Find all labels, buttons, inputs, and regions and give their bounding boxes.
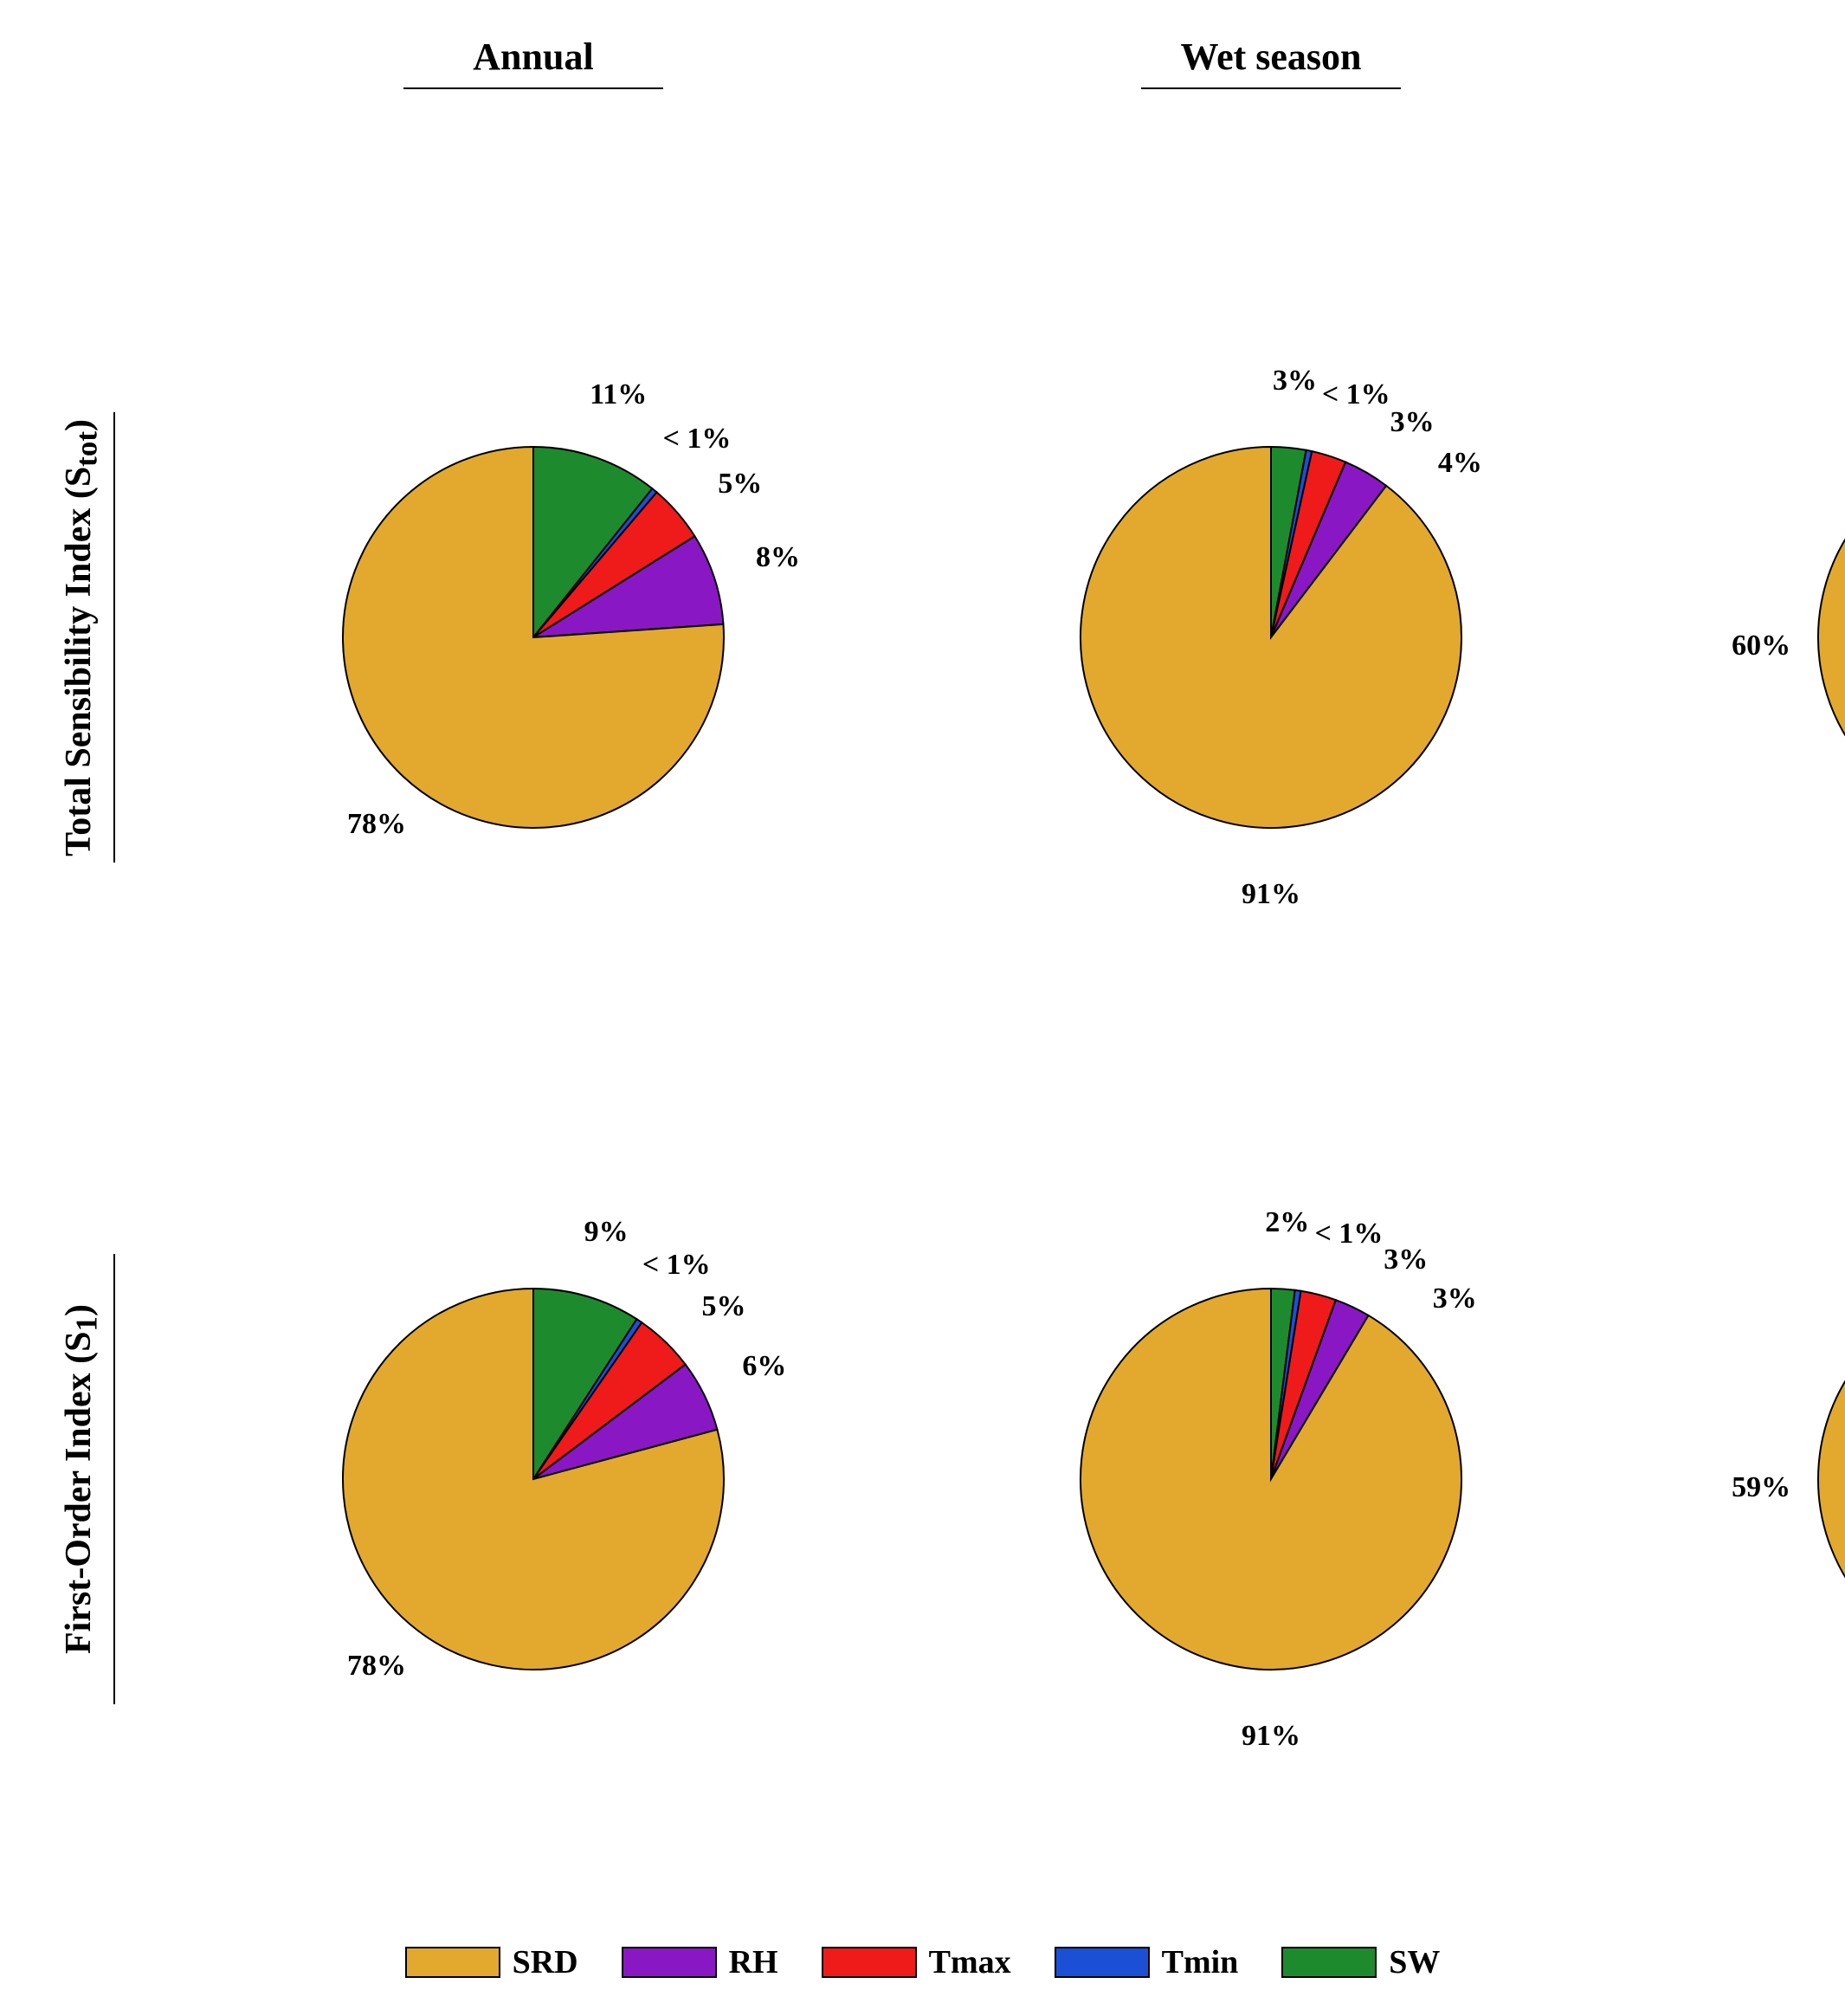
slice-label-tmax: 3% xyxy=(1384,1244,1428,1276)
slice-label-rh: 3% xyxy=(1433,1283,1477,1315)
pie-chart: 22%< 1%8%13%60% xyxy=(1666,294,1845,980)
legend-item-rh: RH xyxy=(622,1943,778,1981)
slice-label-srd: 59% xyxy=(1732,1471,1790,1504)
cell-stot-dry: 22%< 1%8%13%60% xyxy=(1666,294,1845,980)
col-header-rule xyxy=(1141,87,1401,89)
legend-swatch xyxy=(1055,1947,1150,1978)
legend-item-tmin: Tmin xyxy=(1055,1943,1239,1981)
legend-item-tmax: Tmax xyxy=(822,1943,1011,1981)
col-header-dry: Dry season xyxy=(1666,35,1845,139)
slice-label-sw: 9% xyxy=(584,1216,629,1249)
pie-chart: 3%< 1%3%4%91% xyxy=(928,294,1614,980)
slice-label-tmin: < 1% xyxy=(1314,1218,1383,1250)
slice-label-srd: 78% xyxy=(347,808,406,841)
legend-swatch xyxy=(1281,1947,1377,1978)
col-header-text: Wet season xyxy=(1181,35,1362,79)
legend-label: Tmax xyxy=(929,1943,1011,1981)
slice-label-srd: 78% xyxy=(347,1650,406,1683)
legend-label: RH xyxy=(729,1943,778,1981)
legend-label: Tmin xyxy=(1162,1943,1239,1981)
col-header-text: Annual xyxy=(473,35,593,79)
slice-label-srd: 91% xyxy=(1242,1720,1300,1753)
row-header-rule xyxy=(113,1254,115,1704)
slice-label-tmax: 5% xyxy=(718,468,762,501)
slice-label-sw: 3% xyxy=(1273,365,1317,397)
slice-label-tmax: 3% xyxy=(1390,406,1435,439)
legend-label: SW xyxy=(1389,1943,1440,1981)
slice-label-tmin: < 1% xyxy=(642,1249,711,1282)
pie-chart: 9% < 1% 5% 6% 78% xyxy=(190,1136,876,1822)
slice-label-sw: 2% xyxy=(1265,1206,1309,1239)
cell-s1-wet: 2%< 1%3%3%91% xyxy=(928,1136,1614,1822)
col-header-annual: Annual xyxy=(190,35,876,139)
row-header-rule xyxy=(113,412,115,863)
col-header-wet: Wet season xyxy=(928,35,1614,139)
pie-slice-srd xyxy=(1081,1289,1461,1670)
pie-slice-srd xyxy=(1818,1289,1845,1670)
cell-s1-dry: 19%< 1%7%10%59% xyxy=(1666,1136,1845,1822)
cell-stot-annual: 11% < 1% 5% 8% 78% xyxy=(190,294,876,980)
pie-slice-srd xyxy=(1818,447,1845,828)
slice-label-srd: 60% xyxy=(1732,630,1790,662)
legend: SRD RH Tmax Tmin SW xyxy=(35,1943,1810,1981)
slice-label-rh: 8% xyxy=(756,541,800,574)
row-header-text: First-Order Index (S1) xyxy=(58,1304,104,1654)
pie-chart: 19%< 1%7%10%59% xyxy=(1666,1136,1845,1822)
sensitivity-pie-grid: AnnualWet seasonDry seasonTotal Sensibil… xyxy=(35,35,1810,1981)
pie-chart: 11% < 1% 5% 8% 78% xyxy=(190,294,876,980)
slice-label-tmin: < 1% xyxy=(1322,378,1390,411)
pie-chart: 2%< 1%3%3%91% xyxy=(928,1136,1614,1822)
cell-s1-annual: 9% < 1% 5% 6% 78% xyxy=(190,1136,876,1822)
col-header-rule xyxy=(403,87,663,89)
legend-swatch xyxy=(405,1947,500,1978)
slice-label-tmin: < 1% xyxy=(663,423,732,456)
legend-item-srd: SRD xyxy=(405,1943,578,1981)
slice-label-sw: 11% xyxy=(590,378,647,411)
legend-label: SRD xyxy=(513,1943,578,1981)
cell-stot-wet: 3%< 1%3%4%91% xyxy=(928,294,1614,980)
grid-corner xyxy=(35,35,139,139)
row-header-text: Total Sensibility Index (Stot) xyxy=(58,419,104,856)
row-header-s1: First-Order Index (S1) xyxy=(35,1136,139,1822)
legend-item-sw: SW xyxy=(1281,1943,1440,1981)
slice-label-rh: 6% xyxy=(742,1350,786,1383)
legend-swatch xyxy=(622,1947,717,1978)
slice-label-tmax: 5% xyxy=(702,1290,746,1323)
slice-label-srd: 91% xyxy=(1242,878,1300,911)
legend-swatch xyxy=(822,1947,917,1978)
slice-label-rh: 4% xyxy=(1438,447,1482,480)
pie-slice-srd xyxy=(1081,447,1461,828)
row-header-stot: Total Sensibility Index (Stot) xyxy=(35,294,139,980)
